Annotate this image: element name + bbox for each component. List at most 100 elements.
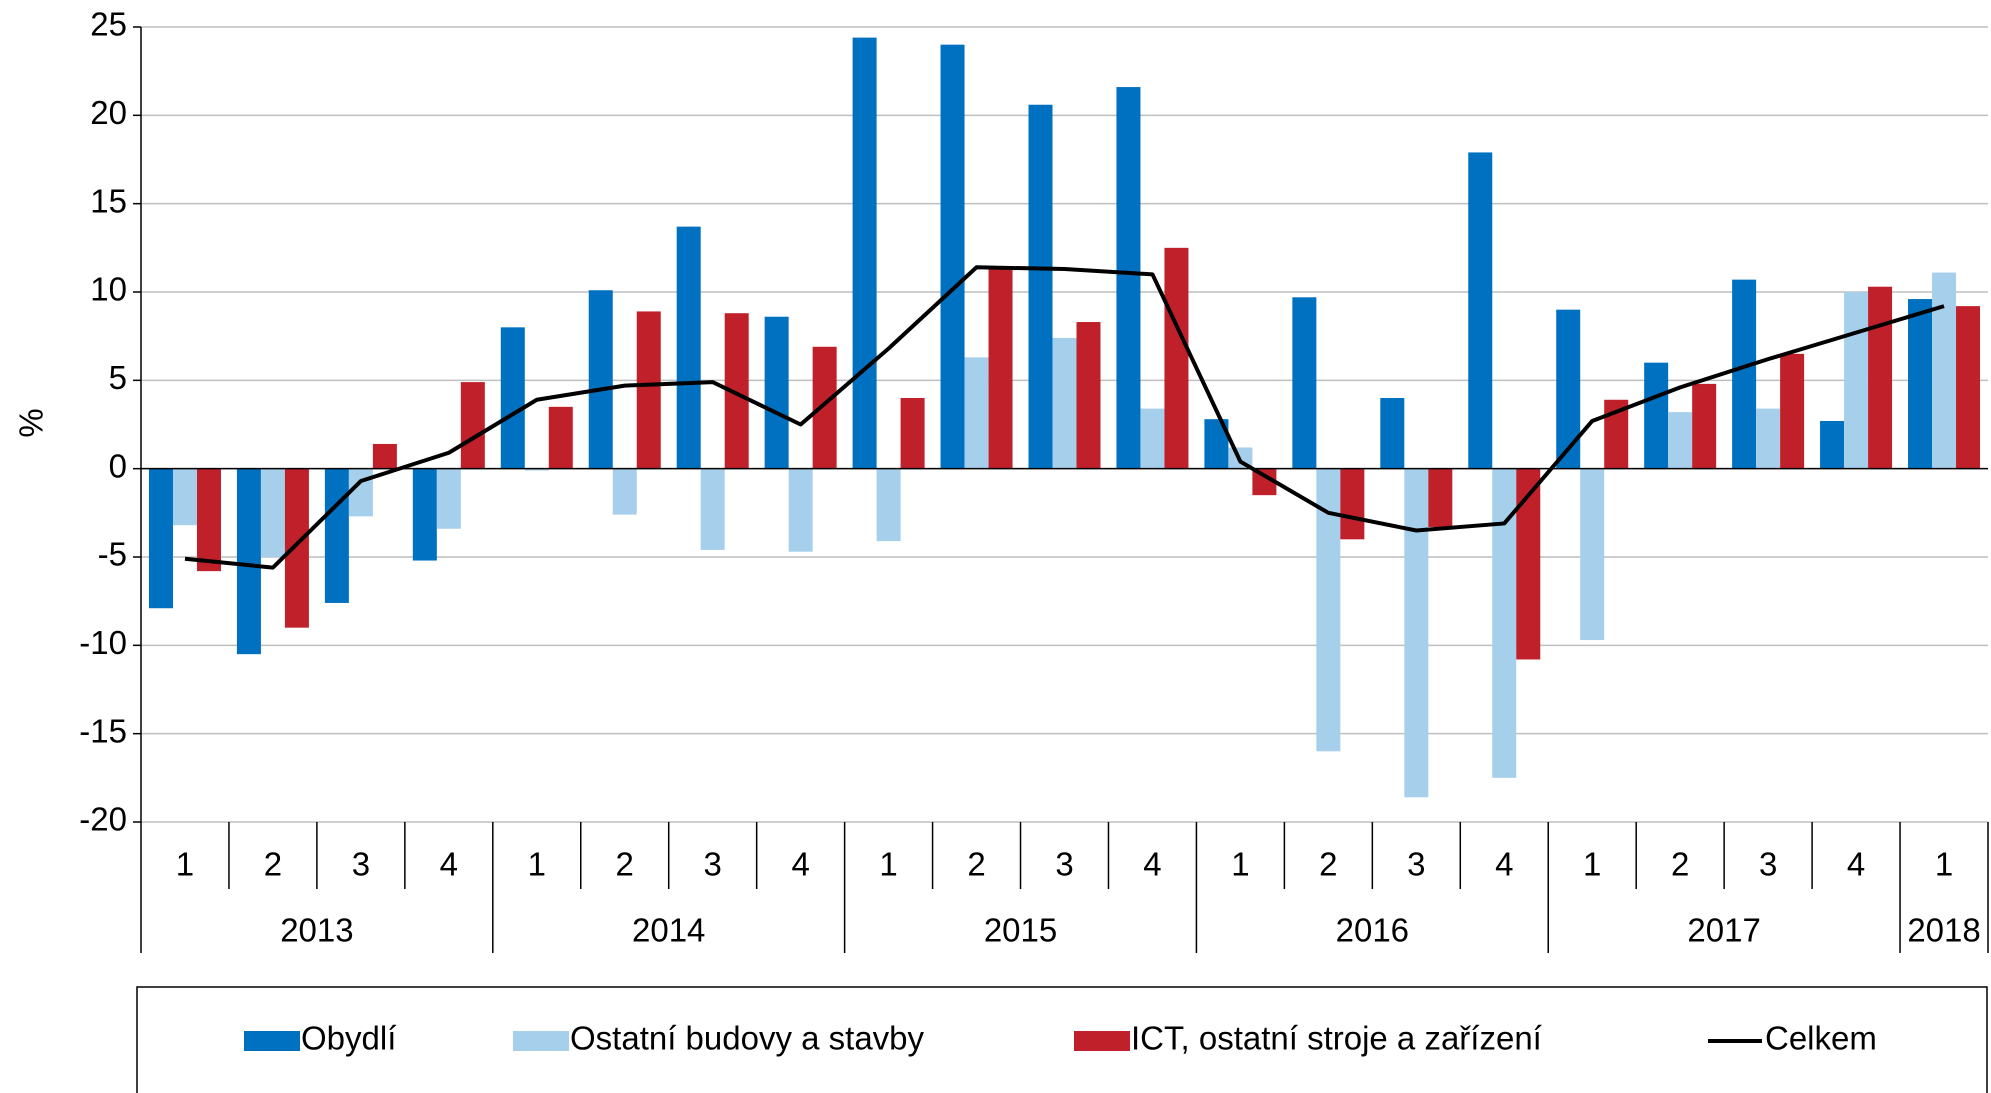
bar: [348, 468, 373, 517]
y-tick-label: -10: [79, 624, 127, 661]
year-label: 2017: [1687, 912, 1760, 949]
year-label: 2014: [632, 912, 705, 949]
bar: [172, 468, 197, 526]
x-tick-label: 3: [1759, 846, 1777, 883]
line: [184, 265, 1945, 570]
bar: [1076, 322, 1101, 469]
bar: [700, 468, 725, 550]
bar: [148, 468, 173, 609]
x-tick-label: 2: [616, 846, 634, 883]
bar: [1140, 408, 1165, 469]
x-tick-label: 2: [967, 846, 985, 883]
bar: [876, 468, 901, 542]
bar: [1956, 306, 1981, 469]
bar: [900, 398, 925, 469]
bar: [852, 37, 877, 469]
bar: [1908, 299, 1933, 469]
legend-swatch: [244, 1031, 300, 1051]
bar: [1580, 468, 1605, 641]
legend-box: [136, 986, 1988, 1093]
bar: [1116, 87, 1141, 469]
y-tick-label: 5: [109, 359, 127, 396]
bar: [1844, 292, 1869, 469]
bar: [284, 468, 309, 628]
y-tick-label: -15: [79, 712, 127, 749]
y-tick-label: 20: [90, 94, 127, 131]
bar: [1868, 286, 1893, 469]
bar: [1340, 468, 1365, 540]
bar: [1556, 309, 1581, 469]
bar: [1380, 398, 1405, 469]
bar: [372, 443, 397, 469]
bar: [636, 311, 661, 469]
bar: [1468, 152, 1493, 469]
bar: [1692, 383, 1717, 469]
x-tick-label: 3: [352, 846, 370, 883]
bar: [588, 290, 613, 469]
legend-label: Obydlí: [301, 1020, 396, 1057]
bar: [1932, 272, 1957, 469]
x-tick-label: 3: [1407, 846, 1425, 883]
year-label: 2015: [984, 912, 1057, 949]
bar: [612, 468, 637, 515]
year-label: 2016: [1336, 912, 1409, 949]
bar: [964, 357, 989, 469]
bar: [676, 226, 701, 469]
y-axis-label: %: [13, 408, 50, 437]
legend-label: Ostatní budovy a stavby: [570, 1020, 925, 1057]
x-tick-label: 4: [440, 846, 458, 883]
legend-swatch: [513, 1031, 569, 1051]
y-tick-label: -5: [98, 536, 127, 573]
x-tick-label: 3: [1055, 846, 1073, 883]
bar: [812, 346, 837, 469]
bar: [788, 468, 813, 552]
bar: [1668, 412, 1693, 469]
bar: [1780, 353, 1805, 469]
x-tick-label: 1: [1231, 846, 1249, 883]
bar: [524, 468, 549, 471]
x-tick-label: 1: [528, 846, 546, 883]
bar: [548, 406, 573, 469]
bar: [1820, 420, 1845, 469]
y-tick-label: 0: [109, 447, 127, 484]
bar: [1516, 468, 1541, 660]
x-tick-label: 1: [1935, 846, 1953, 883]
bar: [1732, 279, 1757, 469]
legend-label: Celkem: [1765, 1020, 1877, 1057]
bar: [260, 468, 285, 557]
x-tick-label: 1: [176, 846, 194, 883]
bar: [764, 316, 789, 469]
x-tick-label: 1: [879, 846, 897, 883]
x-tick-label: 4: [791, 846, 809, 883]
bar: [1404, 468, 1429, 798]
y-tick-label: 10: [90, 271, 127, 308]
bar: [1428, 468, 1453, 527]
bar: [500, 327, 525, 469]
bar: [1644, 362, 1669, 469]
x-tick-label: 2: [264, 846, 282, 883]
x-tick-label: 1: [1583, 846, 1601, 883]
bar: [236, 468, 261, 655]
bar: [412, 468, 437, 561]
legend-swatch: [1074, 1031, 1130, 1051]
year-label: 2018: [1907, 912, 1980, 949]
bar: [324, 468, 349, 603]
legend-label: ICT, ostatní stroje a zařízení: [1131, 1020, 1542, 1057]
bar: [940, 44, 965, 469]
bar: [1492, 468, 1517, 778]
bar: [1052, 337, 1077, 469]
x-tick-label: 4: [1143, 846, 1161, 883]
bar: [988, 267, 1013, 469]
x-tick-label: 2: [1319, 846, 1337, 883]
bar: [460, 382, 485, 469]
x-tick-label: 4: [1495, 846, 1513, 883]
y-tick-label: -20: [79, 801, 127, 838]
x-tick-label: 2: [1671, 846, 1689, 883]
bar: [1164, 247, 1189, 469]
y-tick-label: 15: [90, 182, 127, 219]
bar: [436, 468, 461, 529]
bar: [1028, 104, 1053, 469]
y-tick-label: 25: [90, 6, 127, 43]
year-label: 2013: [280, 912, 353, 949]
